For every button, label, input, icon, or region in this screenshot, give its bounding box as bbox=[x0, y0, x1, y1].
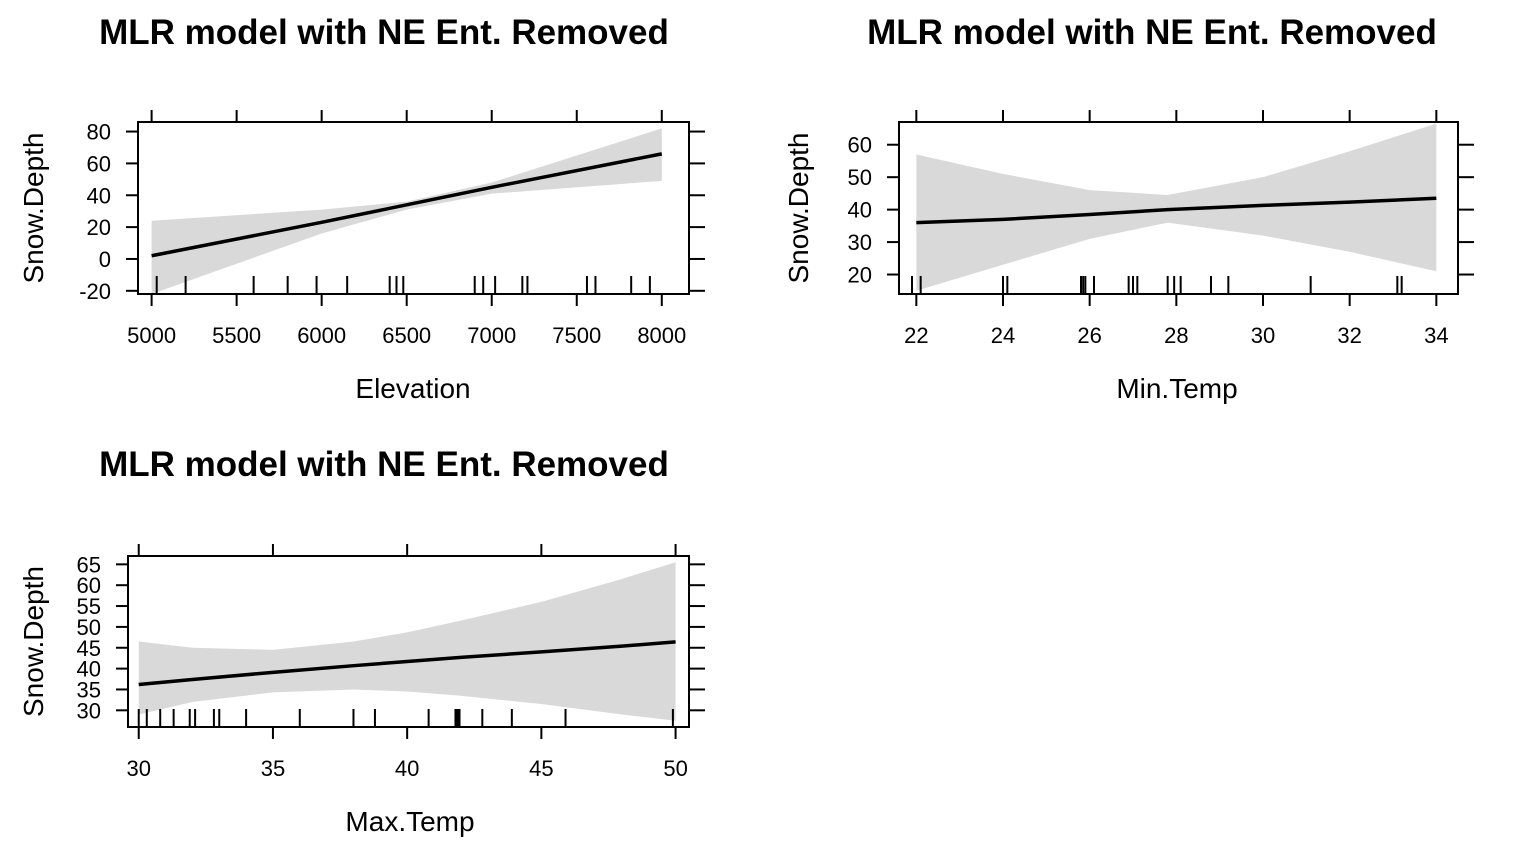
x-tick-label: 30 bbox=[1251, 323, 1275, 348]
x-axis-label: Max.Temp bbox=[345, 806, 474, 837]
confidence-band bbox=[916, 123, 1437, 291]
x-tick-label: 6000 bbox=[297, 323, 346, 348]
y-tick-label: 65 bbox=[77, 552, 101, 577]
confidence-band bbox=[138, 562, 676, 721]
y-tick-label: 60 bbox=[87, 151, 111, 176]
y-tick-label: 45 bbox=[77, 636, 101, 661]
x-tick-label: 28 bbox=[1164, 323, 1188, 348]
y-tick-label: 50 bbox=[77, 615, 101, 640]
y-axis-label: Snow.Depth bbox=[18, 133, 49, 284]
y-tick-label: 60 bbox=[77, 573, 101, 598]
x-tick-label: 22 bbox=[904, 323, 928, 348]
chart-title: MLR model with NE Ent. Removed bbox=[99, 445, 669, 484]
confidence-band bbox=[151, 128, 662, 294]
plot-frame bbox=[127, 555, 690, 728]
effect-panel-2: 22 24 26 28 30 32 34 20 30 40 50 60 MLR model with N… bbox=[783, 13, 1474, 404]
y-tick-label: 55 bbox=[77, 594, 101, 619]
y-axis-label: Snow.Depth bbox=[18, 566, 49, 717]
x-tick-label: 35 bbox=[261, 756, 285, 781]
x-tick-label: 5500 bbox=[212, 323, 261, 348]
fitted-line bbox=[151, 152, 663, 258]
y-tick-label: 80 bbox=[87, 120, 111, 145]
fitted-line bbox=[916, 196, 1437, 225]
y-tick-label: 30 bbox=[848, 230, 872, 255]
effect-panel-1: 5000 5500 6000 6500 7000 7500 8000 -20 0 20 40 60 80… bbox=[18, 13, 705, 404]
x-tick-label: 26 bbox=[1077, 323, 1101, 348]
plot-frame bbox=[137, 121, 690, 295]
plot-area bbox=[138, 562, 676, 721]
y-tick-label: 35 bbox=[77, 677, 101, 702]
y-tick-label: 50 bbox=[848, 165, 872, 190]
x-tick-label: 45 bbox=[529, 756, 553, 781]
rug bbox=[137, 709, 674, 727]
y-tick-label: 40 bbox=[77, 657, 101, 682]
rug bbox=[911, 276, 1403, 294]
rug bbox=[155, 276, 651, 294]
x-tick-label: 5000 bbox=[127, 323, 176, 348]
plot-area bbox=[151, 128, 663, 294]
y-tick-label: 20 bbox=[848, 263, 872, 288]
x-tick-label: 8000 bbox=[637, 323, 686, 348]
x-tick-label: 6500 bbox=[382, 323, 431, 348]
y-axis-label: Snow.Depth bbox=[783, 133, 814, 284]
x-axis-label: Min.Temp bbox=[1116, 373, 1237, 404]
chart-title: MLR model with NE Ent. Removed bbox=[99, 13, 669, 52]
x-tick-label: 30 bbox=[126, 756, 150, 781]
x-tick-label: 7500 bbox=[552, 323, 601, 348]
x-tick-label: 40 bbox=[395, 756, 419, 781]
plot-frame bbox=[898, 121, 1459, 295]
chart-title: MLR model with NE Ent. Removed bbox=[867, 13, 1437, 52]
y-tick-label: 20 bbox=[87, 215, 111, 240]
x-tick-label: 50 bbox=[663, 756, 687, 781]
x-tick-label: 7000 bbox=[467, 323, 516, 348]
y-tick-label: 60 bbox=[848, 133, 872, 158]
x-tick-label: 34 bbox=[1424, 323, 1448, 348]
x-axis-label: Elevation bbox=[355, 373, 470, 404]
y-tick-label: 40 bbox=[848, 198, 872, 223]
y-tick-label: 40 bbox=[87, 183, 111, 208]
y-tick-label: 0 bbox=[99, 247, 111, 272]
x-tick-label: 24 bbox=[991, 323, 1015, 348]
fitted-line bbox=[138, 640, 676, 687]
y-tick-label: -20 bbox=[79, 279, 111, 304]
plot-area bbox=[916, 123, 1437, 291]
y-tick-label: 30 bbox=[77, 698, 101, 723]
x-tick-label: 32 bbox=[1337, 323, 1361, 348]
